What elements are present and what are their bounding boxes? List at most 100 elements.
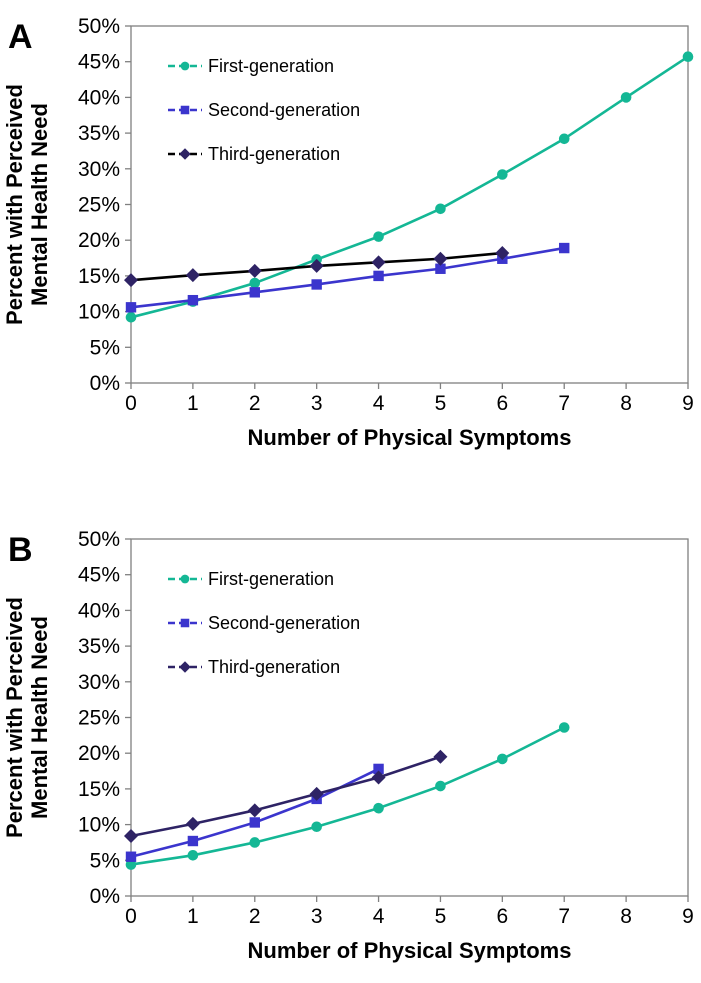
diamond-marker — [179, 661, 191, 673]
x-tick-label: 8 — [620, 905, 632, 928]
y-tick-label: 10% — [78, 814, 120, 837]
x-tick-label: 5 — [435, 905, 447, 928]
diamond-marker — [185, 816, 200, 831]
chart-b-svg: 0% 5% 10% 15% 20% 25% 30% 35% 40% 45% 50% 0 1 2 3 4 5 6 7 8… — [2, 528, 694, 963]
circle-marker — [125, 859, 137, 870]
x-tick-label: 4 — [373, 392, 385, 415]
circle-marker — [249, 277, 261, 289]
circle-marker — [125, 312, 137, 323]
y-axis-title-line: Mental Health Need — [27, 103, 52, 306]
series-line — [130, 726, 565, 866]
plot-border — [130, 538, 689, 897]
diamond-marker — [371, 255, 386, 270]
y-tick-label: 45% — [78, 564, 120, 587]
y-axis-title-line: Percent with Perceived — [2, 597, 27, 838]
y-tick-label: 50% — [78, 528, 120, 551]
square-marker — [249, 287, 260, 298]
legend-label: First-generation — [208, 569, 334, 589]
series-line — [130, 55, 689, 319]
x-axis-title: Number of Physical Symptoms — [248, 938, 572, 963]
square-marker — [187, 294, 199, 306]
x-tick-label: 6 — [496, 392, 508, 415]
circle-marker — [682, 51, 694, 63]
y-tick-label: 45% — [78, 51, 120, 74]
y-tick-label: 50% — [78, 15, 120, 38]
panel-a: 0% 5% 10% 15% 20% 25% 30% 35% 40% 45% 50% 0 1 2 3 4 5 6 7 8… — [0, 0, 701, 470]
circle-marker — [497, 753, 508, 765]
x-tick-label: 0 — [125, 392, 137, 415]
legend-label: Third-generation — [208, 144, 340, 164]
square-marker — [373, 763, 384, 775]
circle-marker — [435, 780, 446, 792]
x-tick-label: 5 — [435, 392, 447, 415]
x-tick-label: 8 — [620, 392, 632, 415]
plot-border — [130, 25, 689, 384]
circle-marker — [249, 837, 261, 848]
legend-label: Second-generation — [208, 613, 360, 633]
legend-label: First-generation — [208, 56, 334, 76]
x-tick-label: 2 — [249, 392, 261, 415]
diamond-marker — [124, 829, 138, 844]
diamond-marker — [433, 749, 448, 764]
y-tick-label: 20% — [78, 742, 120, 765]
y-tick-label: 5% — [90, 336, 120, 359]
y-tick-label: 15% — [78, 265, 120, 288]
square-marker — [559, 242, 570, 254]
panel-b: 0% 5% 10% 15% 20% 25% 30% 35% 40% 45% 50% 0 1 2 3 4 5 6 7 8… — [0, 513, 701, 983]
x-tick-label: 4 — [373, 905, 385, 928]
square-marker — [180, 618, 190, 628]
square-marker — [249, 817, 260, 828]
x-tick-label: 9 — [682, 905, 694, 928]
diamond-marker — [309, 786, 324, 801]
y-tick-label: 20% — [78, 229, 120, 252]
x-tick-label: 9 — [682, 392, 694, 415]
diamond-marker — [247, 263, 262, 278]
y-tick-label: 10% — [78, 301, 120, 324]
x-tick-label: 6 — [496, 905, 508, 928]
diamond-marker — [185, 268, 200, 283]
y-tick-label: 5% — [90, 849, 120, 872]
x-tick-label: 7 — [558, 392, 570, 415]
square-marker — [187, 835, 199, 847]
square-marker — [125, 851, 137, 862]
x-tick-label: 2 — [249, 905, 261, 928]
y-tick-label: 0% — [90, 372, 120, 395]
circle-marker — [558, 133, 570, 145]
panel-label: B — [8, 531, 33, 569]
x-tick-label: 1 — [187, 392, 199, 415]
chart-a-svg: 0% 5% 10% 15% 20% 25% 30% 35% 40% 45% 50% 0 1 2 3 4 5 6 7 8… — [2, 15, 694, 450]
y-tick-label: 35% — [78, 122, 120, 145]
circle-marker — [187, 850, 199, 861]
series-line — [130, 246, 565, 309]
x-tick-label: 3 — [311, 905, 323, 928]
diamond-marker — [247, 803, 262, 818]
panel-label: A — [8, 18, 33, 56]
series-line — [130, 755, 441, 838]
square-marker — [435, 263, 446, 274]
y-tick-label: 35% — [78, 635, 120, 658]
x-tick-label: 1 — [187, 905, 199, 928]
diamond-marker — [309, 258, 324, 273]
square-marker — [373, 270, 384, 282]
square-marker — [125, 302, 137, 313]
x-tick-label: 7 — [558, 905, 570, 928]
diamond-marker — [124, 273, 138, 288]
circle-marker — [435, 203, 446, 215]
circle-marker — [497, 169, 508, 180]
circle-marker — [180, 61, 190, 71]
y-axis-title-line: Percent with Perceived — [2, 84, 27, 325]
y-axis-title-line: Mental Health Need — [27, 616, 52, 819]
y-tick-label: 15% — [78, 778, 120, 801]
y-tick-label: 40% — [78, 86, 120, 109]
square-marker — [180, 105, 190, 115]
diamond-marker — [371, 770, 386, 785]
x-tick-label: 3 — [311, 392, 323, 415]
diamond-marker — [433, 251, 448, 266]
y-tick-label: 40% — [78, 599, 120, 622]
circle-marker — [180, 574, 190, 584]
x-tick-label: 0 — [125, 905, 137, 928]
legend-label: Second-generation — [208, 100, 360, 120]
circle-marker — [558, 722, 570, 733]
y-tick-label: 25% — [78, 194, 120, 217]
